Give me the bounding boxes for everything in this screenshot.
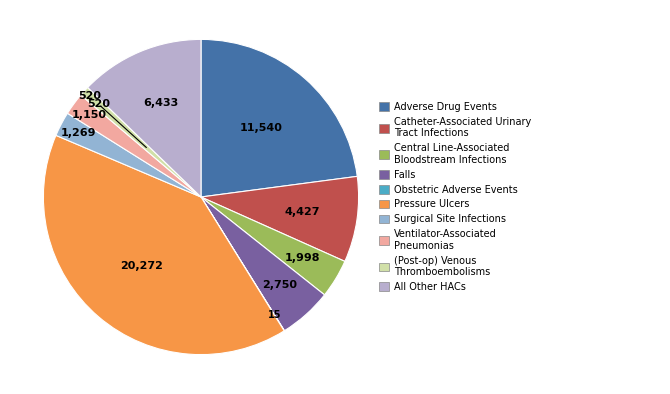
Text: 20,272: 20,272 <box>120 261 163 271</box>
Wedge shape <box>201 39 357 197</box>
Text: 1,998: 1,998 <box>284 253 320 263</box>
Wedge shape <box>81 87 201 197</box>
Text: 15: 15 <box>267 310 281 320</box>
Text: 1,150: 1,150 <box>72 110 107 120</box>
Text: 6,433: 6,433 <box>143 98 179 108</box>
Wedge shape <box>56 113 201 197</box>
Text: 11,540: 11,540 <box>240 123 283 133</box>
Legend: Adverse Drug Events, Catheter-Associated Urinary
Tract Infections, Central Line-: Adverse Drug Events, Catheter-Associated… <box>379 102 531 292</box>
Wedge shape <box>44 136 284 355</box>
Wedge shape <box>201 177 358 261</box>
Wedge shape <box>201 197 345 295</box>
Text: 520: 520 <box>78 91 146 147</box>
Text: 1,269: 1,269 <box>60 128 96 138</box>
Text: 520: 520 <box>86 99 110 109</box>
Wedge shape <box>201 197 324 331</box>
Wedge shape <box>88 39 201 197</box>
Text: 2,750: 2,750 <box>262 280 297 290</box>
Wedge shape <box>201 197 285 331</box>
Wedge shape <box>68 95 201 197</box>
Text: 4,427: 4,427 <box>285 207 320 217</box>
